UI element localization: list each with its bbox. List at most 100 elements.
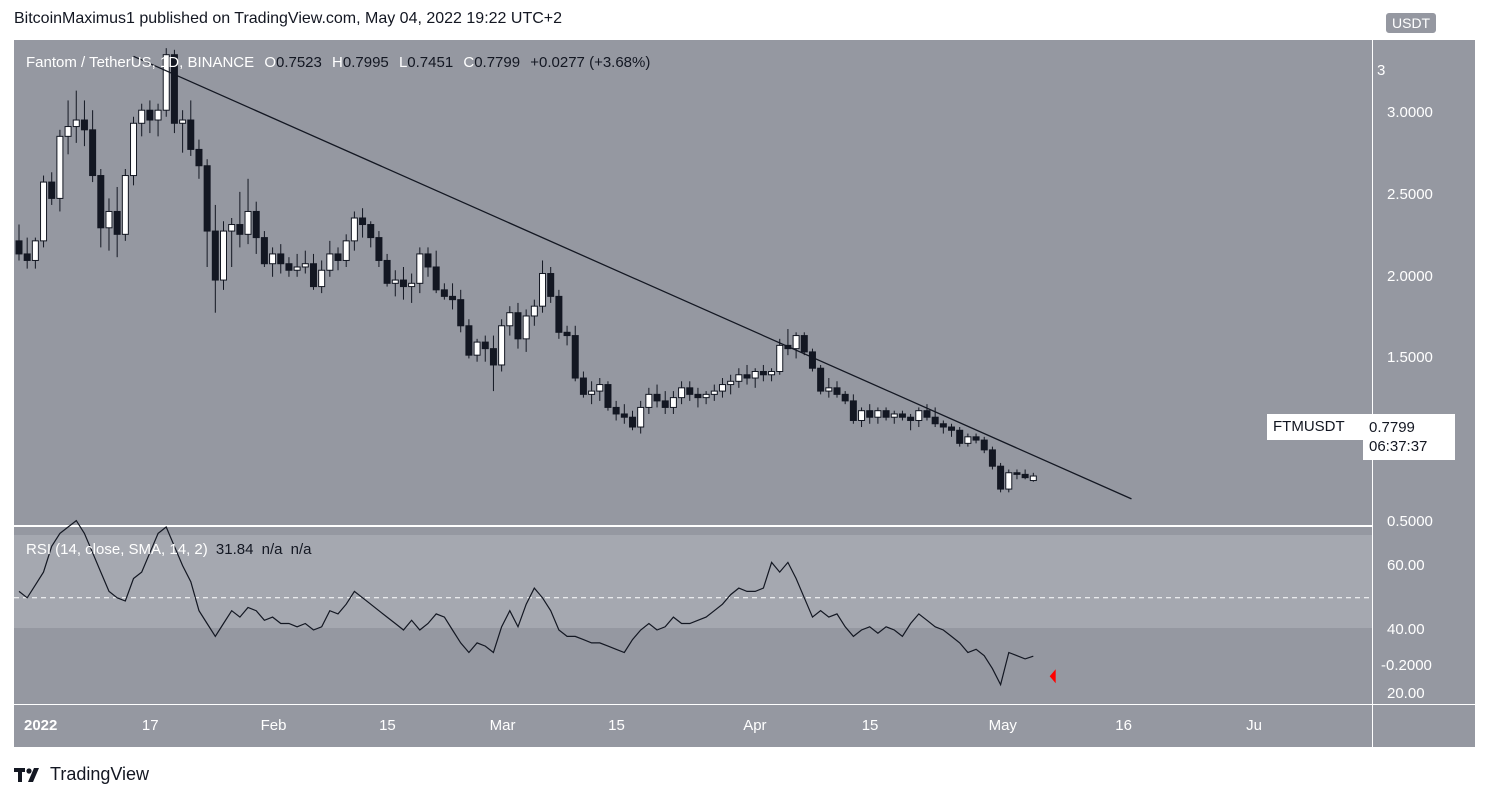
candle-up xyxy=(473,341,481,356)
time-tick-label: Feb xyxy=(260,717,287,734)
change-value: +0.0277 (+3.68%) xyxy=(530,54,651,71)
candle-up xyxy=(637,406,645,428)
time-tick-label: 15 xyxy=(379,717,396,734)
candle-down xyxy=(15,240,23,255)
candle-down xyxy=(841,393,849,402)
tradingview-logo-icon xyxy=(14,767,39,782)
price-legend: Fantom / TetherUS, 1D, BINANCE O0.7523 H… xyxy=(26,54,650,71)
candle-up xyxy=(964,436,972,444)
candle-up xyxy=(121,175,129,235)
last-price: 0.7799 xyxy=(1369,419,1415,436)
price-tick-label: 2.0000 xyxy=(1387,267,1433,285)
candle-up xyxy=(105,210,113,229)
low-label: L xyxy=(398,54,408,71)
price-tick-label: 2.5000 xyxy=(1387,186,1433,204)
candle-down xyxy=(808,351,816,369)
rsi-tick-label: 20.00 xyxy=(1387,685,1425,703)
candle-down xyxy=(694,393,702,399)
candle-up xyxy=(130,122,138,177)
price-chart-svg xyxy=(15,48,1132,500)
candle-up xyxy=(751,370,759,379)
time-tick-label: 17 xyxy=(141,717,159,734)
candle-up xyxy=(228,224,236,232)
rsi-tick-label: 40.00 xyxy=(1387,620,1425,638)
price-pane[interactable]: Fantom / TetherUS, 1D, BINANCE O0.7523 H… xyxy=(14,40,1372,525)
candle-down xyxy=(898,413,906,418)
currency-badge[interactable]: USDT xyxy=(1385,12,1438,34)
candle-up xyxy=(792,335,800,350)
candle-down xyxy=(457,299,465,327)
candle-up xyxy=(342,240,350,261)
tradingview-brand[interactable]: TradingView xyxy=(14,764,149,785)
candle-down xyxy=(988,449,996,467)
candle-up xyxy=(702,393,710,399)
rsi-extra-tick-label: -0.2000 xyxy=(1381,657,1432,674)
candle-up xyxy=(776,344,784,372)
candle-up xyxy=(72,119,80,128)
close-value: 0.7799 xyxy=(474,54,521,71)
candle-up xyxy=(1005,472,1013,490)
candle-up xyxy=(269,253,277,265)
candle-down xyxy=(489,348,497,366)
candle-down xyxy=(277,253,285,265)
low-value: 0.7451 xyxy=(407,54,454,71)
candle-down xyxy=(383,259,391,284)
candle-up xyxy=(678,387,686,399)
candle-down xyxy=(866,410,874,418)
candle-down xyxy=(89,129,97,177)
candle-up xyxy=(735,374,743,382)
rsi-band xyxy=(14,535,1372,628)
candle-down xyxy=(48,181,56,199)
candle-down xyxy=(236,224,244,235)
candle-up xyxy=(890,413,898,418)
candle-down xyxy=(817,367,825,392)
candle-up xyxy=(293,266,301,271)
candle-down xyxy=(972,436,980,441)
candle-down xyxy=(612,406,620,415)
candle-up xyxy=(31,240,39,261)
candle-down xyxy=(661,400,669,408)
candle-down xyxy=(252,210,260,239)
candle-down xyxy=(980,439,988,451)
rsi-line xyxy=(18,519,1034,687)
high-label: H xyxy=(332,54,343,71)
brand-name: TradingView xyxy=(50,764,150,784)
candle-up xyxy=(588,390,596,395)
candle-down xyxy=(514,312,522,340)
candle-down xyxy=(285,263,293,271)
candle-up xyxy=(522,315,530,340)
candle-down xyxy=(23,253,31,261)
open-label: O xyxy=(264,54,276,71)
candle-down xyxy=(604,384,612,408)
candle-down xyxy=(882,410,890,418)
time-tick-label: 2022 xyxy=(24,717,58,734)
candle-up xyxy=(718,384,726,392)
candle-down xyxy=(743,374,751,379)
candle-down xyxy=(653,393,661,402)
candle-down xyxy=(931,416,939,425)
descending-trendline xyxy=(133,55,1132,500)
symbol-title: Fantom / TetherUS, 1D, BINANCE xyxy=(26,54,255,71)
candle-down xyxy=(629,416,636,428)
time-tick-label: 15 xyxy=(861,717,879,734)
candle-down xyxy=(481,341,489,350)
candle-down xyxy=(923,410,931,418)
price-axis[interactable]: 3 3.00002.50002.00001.50001.00000.500060… xyxy=(1373,40,1475,704)
candle-up xyxy=(768,370,776,376)
candle-down xyxy=(399,279,407,288)
candle-down xyxy=(620,413,628,418)
symbol-tag: FTMUSDT xyxy=(1267,414,1367,440)
candle-down xyxy=(309,263,317,288)
time-axis[interactable]: 2022 17 Feb 15 Mar 15 Apr 15 May 16 Ju xyxy=(14,705,1372,747)
candle-up xyxy=(1029,475,1037,482)
candle-up xyxy=(408,282,416,288)
candle-down xyxy=(97,175,105,229)
candle-down xyxy=(833,387,841,395)
candle-down xyxy=(80,119,88,131)
publisher-caption: BitcoinMaximus1 published on TradingView… xyxy=(14,10,563,27)
candle-down xyxy=(260,237,268,265)
candle-up xyxy=(596,384,604,392)
rsi-pane[interactable]: RSI (14, close, SMA, 14, 2) 31.84 n/a n/… xyxy=(14,519,1372,704)
candle-down xyxy=(187,119,195,150)
candle-down xyxy=(195,148,203,167)
